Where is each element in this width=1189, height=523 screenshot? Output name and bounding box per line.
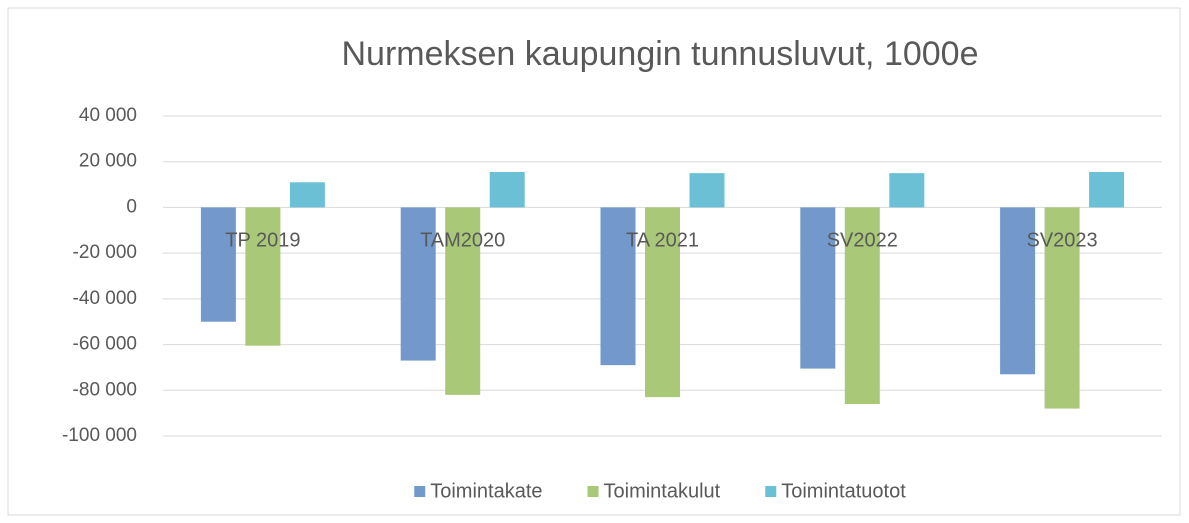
bar bbox=[800, 207, 836, 369]
y-tick-label: -60 000 bbox=[73, 334, 137, 355]
x-tick-label: TA 2021 bbox=[626, 230, 699, 252]
legend-label: Toimintatuotot bbox=[781, 480, 906, 502]
y-tick-label: 40 000 bbox=[79, 105, 137, 126]
bar bbox=[889, 173, 925, 208]
bar bbox=[1044, 207, 1080, 409]
bar bbox=[200, 207, 236, 322]
legend-swatch bbox=[414, 486, 426, 497]
bar bbox=[400, 207, 436, 361]
y-tick-label: 0 bbox=[126, 196, 137, 217]
chart-title: Nurmeksen kaupungin tunnusluvut, 1000e bbox=[342, 35, 979, 73]
bar bbox=[289, 182, 325, 208]
y-tick-label: -100 000 bbox=[62, 425, 137, 446]
x-tick-label: SV2023 bbox=[1027, 230, 1098, 252]
x-tick-label: TAM2020 bbox=[420, 230, 505, 252]
legend-label: Toimintakulut bbox=[604, 480, 721, 502]
bar bbox=[844, 207, 880, 404]
bar bbox=[489, 172, 525, 208]
y-tick-label: 20 000 bbox=[79, 151, 137, 172]
bar bbox=[689, 173, 725, 208]
legend-label: Toimintakate bbox=[430, 480, 542, 502]
y-tick-label: -40 000 bbox=[73, 288, 137, 309]
bar bbox=[445, 207, 481, 395]
bar bbox=[245, 207, 281, 346]
bar bbox=[1089, 172, 1125, 208]
y-tick-label: -20 000 bbox=[73, 242, 137, 263]
bar bbox=[1000, 207, 1036, 375]
legend-swatch bbox=[587, 486, 599, 497]
y-tick-label: -80 000 bbox=[73, 379, 137, 400]
x-tick-label: SV2022 bbox=[827, 230, 898, 252]
legend-swatch bbox=[765, 486, 777, 497]
bar bbox=[645, 207, 680, 398]
x-tick-label: TP 2019 bbox=[225, 230, 300, 252]
bar bbox=[600, 207, 636, 366]
